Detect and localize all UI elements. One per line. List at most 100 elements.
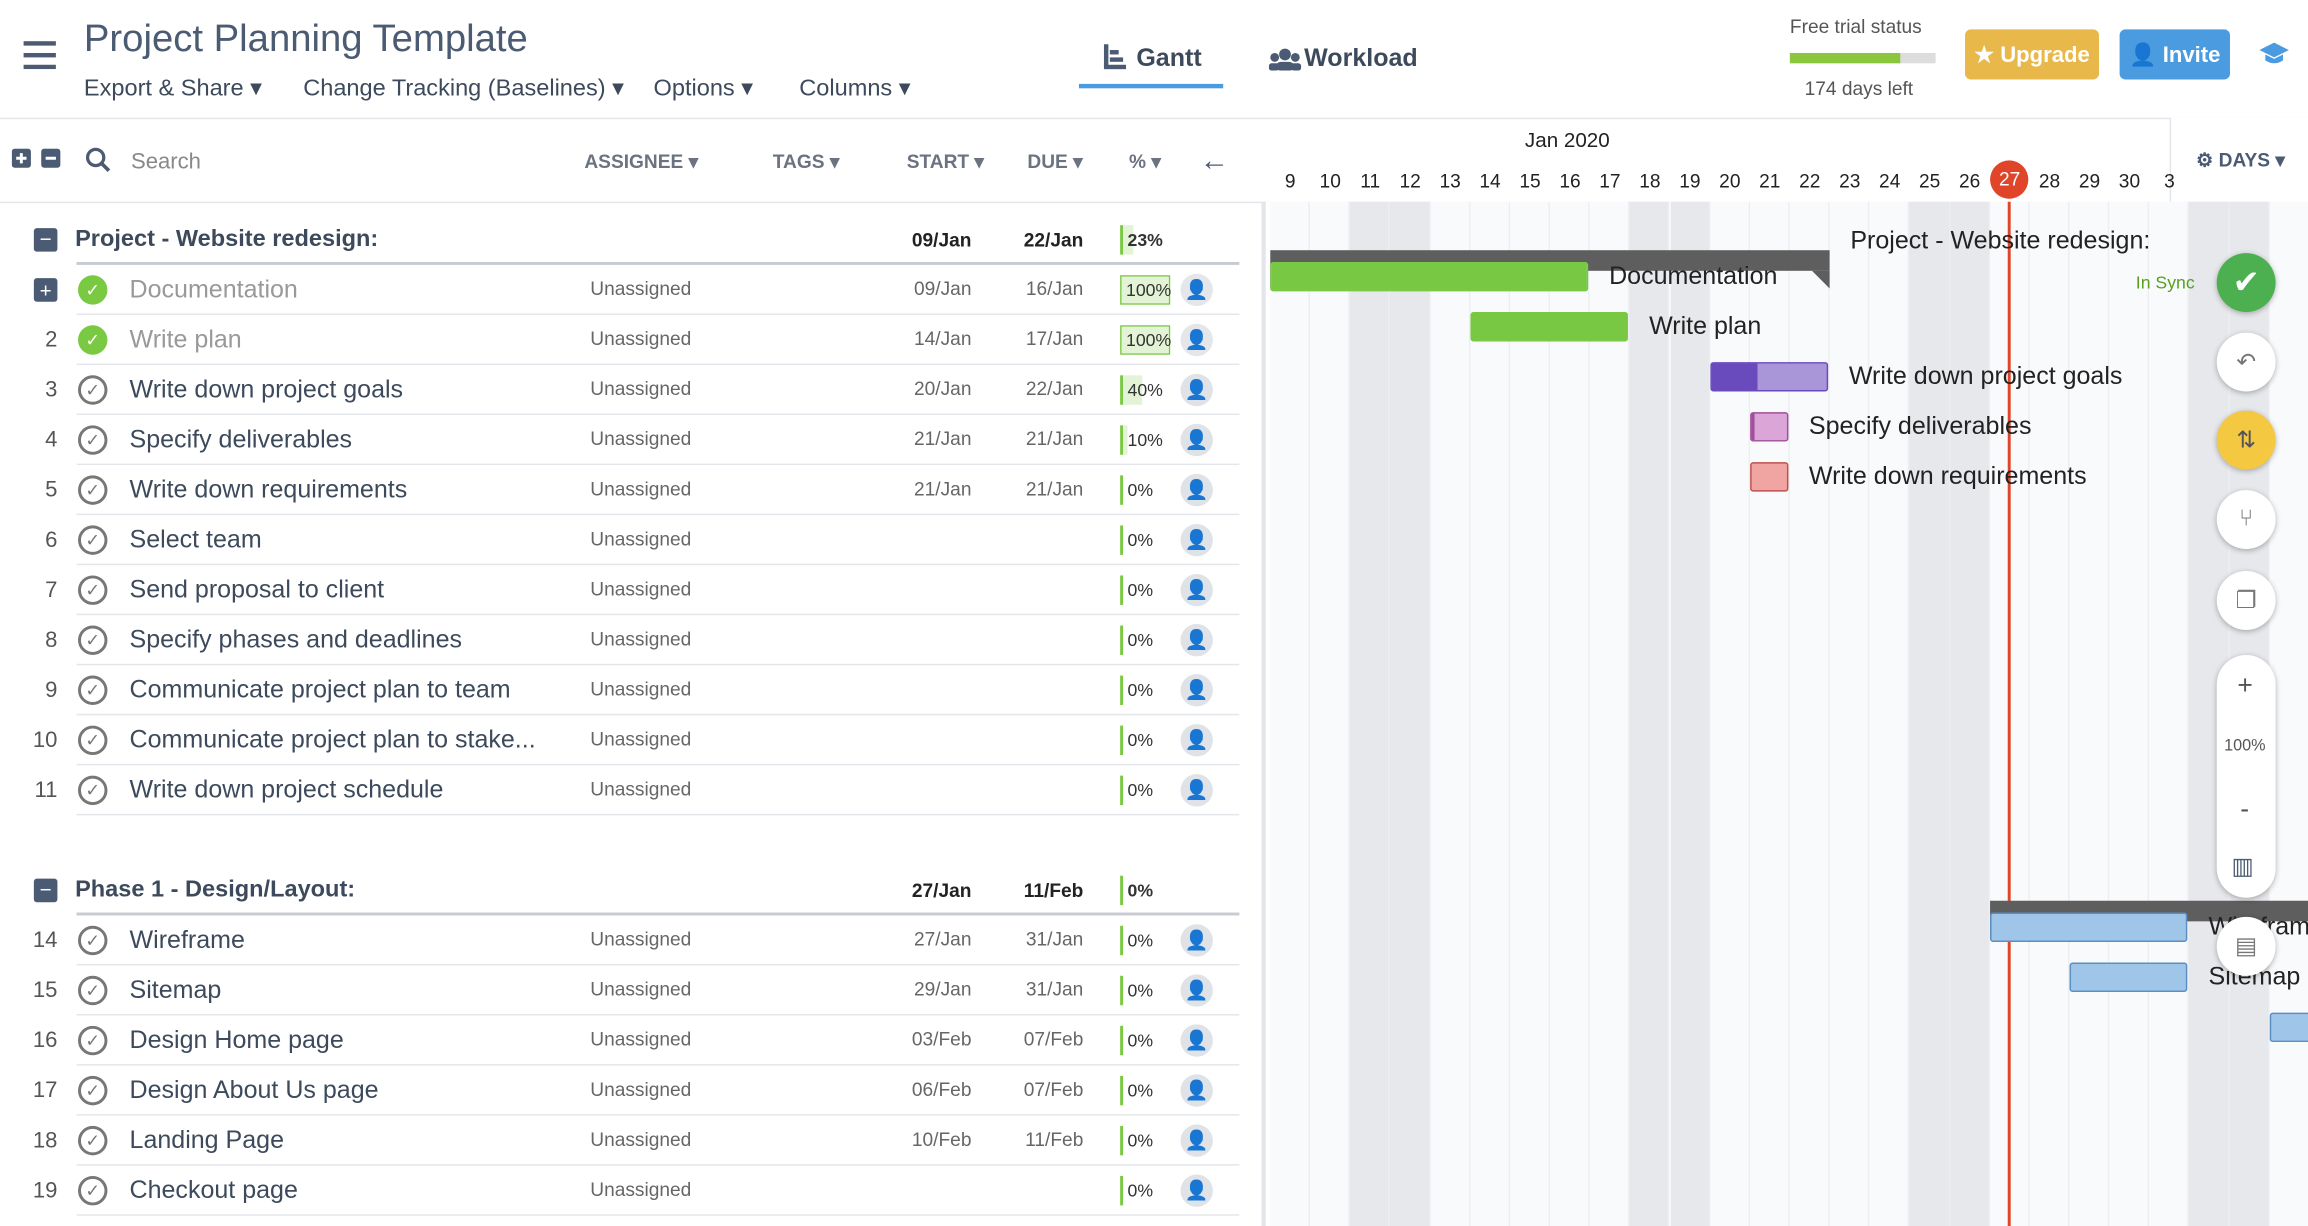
task-name[interactable]: Select team — [129, 525, 262, 554]
status-check[interactable]: ✓ — [78, 525, 108, 555]
task-bar[interactable] — [1270, 261, 1589, 292]
invite-button[interactable]: 👤 Invite — [2119, 29, 2230, 80]
task-name[interactable]: Documentation — [129, 275, 298, 304]
task-name[interactable]: Specify deliverables — [129, 425, 353, 454]
task-name[interactable]: Write plan — [129, 325, 242, 354]
task-name[interactable]: Write down requirements — [129, 475, 408, 504]
assignee: Unassigned — [590, 277, 692, 300]
day-column — [2109, 201, 2150, 1226]
menu-item[interactable]: Export & Share ▾ — [83, 76, 262, 102]
copy-button[interactable]: ❐ — [2216, 571, 2276, 630]
status-check[interactable]: ✓ — [78, 925, 108, 956]
status-check[interactable]: ✓ — [78, 975, 108, 1006]
row-divider — [76, 413, 1240, 416]
task-name[interactable]: Communicate project plan to stake... — [129, 725, 536, 754]
group-start: 27/Jan — [911, 879, 972, 902]
task-bar[interactable] — [1749, 462, 1789, 492]
status-check[interactable]: ✓ — [78, 1125, 108, 1156]
task-name[interactable]: Sitemap — [129, 975, 222, 1004]
status-check[interactable]: ✓ — [78, 1025, 108, 1056]
day-label: 14 — [1479, 169, 1501, 193]
menu-icon[interactable] — [23, 40, 56, 70]
menu-item[interactable]: Columns ▾ — [799, 76, 911, 102]
gantt-tab[interactable]: Gantt — [1136, 44, 1202, 73]
progress-text: 23% — [1127, 229, 1163, 251]
workload-tab[interactable]: Workload — [1304, 44, 1418, 73]
status-check[interactable]: ✓ — [78, 575, 108, 605]
row-divider — [76, 1014, 1240, 1016]
expand-collapse[interactable] — [11, 148, 65, 170]
status-check[interactable]: ✓ — [78, 725, 108, 756]
day-label: 10 — [1319, 169, 1341, 193]
status-check[interactable]: ✓ — [78, 775, 108, 806]
news-button[interactable]: ▤ — [2216, 916, 2276, 976]
zoom-in[interactable]: + — [2237, 670, 2253, 700]
column-header[interactable]: DUE ▾ — [1027, 150, 1083, 173]
collapse-icon[interactable]: − — [33, 878, 58, 903]
task-name[interactable]: Design About Us page — [129, 1075, 379, 1104]
collapse-icon[interactable]: − — [33, 227, 58, 252]
progress-cell: 0% — [1120, 475, 1170, 505]
row-divider — [76, 513, 1240, 516]
task-bar[interactable] — [1470, 312, 1629, 342]
task-bar[interactable] — [2069, 962, 2188, 992]
progress-text: 0% — [1127, 1130, 1154, 1151]
task-bar[interactable] — [1749, 412, 1789, 442]
avatar: 👤 — [1180, 1024, 1213, 1057]
column-header[interactable]: % ▾ — [1128, 150, 1161, 173]
progress-text: 0% — [1127, 730, 1154, 751]
due-date: 31/Jan — [1025, 927, 1084, 951]
status-check[interactable]: ✓ — [78, 425, 108, 455]
status-check[interactable]: ✓ — [78, 375, 108, 405]
expand-icon[interactable]: + — [33, 278, 58, 302]
status-check[interactable]: ✓ — [78, 675, 108, 705]
status-check[interactable]: ✓ — [78, 1175, 108, 1206]
task-name[interactable]: Specify phases and deadlines — [129, 625, 463, 654]
progress-fill — [1121, 326, 1169, 354]
task-name[interactable]: Wireframe — [129, 925, 245, 954]
progress-text: 0% — [1127, 579, 1154, 601]
column-header[interactable]: START ▾ — [906, 150, 985, 173]
status-check[interactable]: ✓ — [78, 475, 108, 505]
done-check[interactable]: ✓ — [78, 275, 108, 305]
bar-label: Write plan — [1649, 312, 1762, 340]
group-due: 22/Jan — [1023, 228, 1084, 251]
map-button[interactable]: ▥ — [2231, 855, 2254, 881]
task-bar[interactable] — [1709, 362, 1829, 392]
undo-button[interactable]: ↶ — [2216, 332, 2276, 392]
status-check[interactable]: ✓ — [78, 1075, 108, 1106]
group-title: Phase 1 - Design/Layout: — [75, 877, 356, 903]
task-name[interactable]: Write down project schedule — [129, 775, 444, 804]
scale-selector[interactable]: ⚙ DAYS ▾ — [2196, 148, 2285, 171]
task-bar[interactable] — [2269, 1012, 2308, 1043]
due-date: 31/Jan — [1025, 978, 1084, 1001]
progress-cell: 40% — [1120, 375, 1170, 405]
sort-button[interactable]: ⇅ — [2216, 410, 2276, 470]
menu-item[interactable]: Change Tracking (Baselines) ▾ — [303, 76, 624, 102]
task-name[interactable]: Design Home page — [129, 1025, 344, 1054]
zoom-out[interactable]: - — [2240, 794, 2250, 824]
task-bar[interactable] — [1989, 912, 2188, 942]
column-header[interactable]: TAGS ▾ — [772, 150, 840, 173]
status-check[interactable]: ✓ — [78, 625, 108, 655]
sync-button[interactable]: ✔ — [2216, 253, 2276, 313]
task-name[interactable]: Landing Page — [129, 1125, 284, 1154]
menu-text: Change Tracking (Baselines) — [303, 76, 606, 102]
done-check[interactable]: ✓ — [78, 325, 108, 355]
academy-icon[interactable] — [2258, 41, 2290, 65]
menu-item[interactable]: Options ▾ — [653, 76, 754, 102]
task-name[interactable]: Communicate project plan to team — [129, 675, 511, 704]
branch-button[interactable]: ⑂ — [2216, 490, 2276, 549]
gantt-icon — [1103, 44, 1127, 70]
task-name[interactable]: Send proposal to client — [129, 575, 385, 604]
column-header[interactable]: ASSIGNEE ▾ — [584, 150, 699, 173]
collapse-arrow[interactable]: ← — [1199, 144, 1230, 178]
upgrade-button[interactable]: ★ Upgrade — [1965, 29, 2099, 80]
day-label: 21 — [1759, 169, 1781, 193]
search-input[interactable]: Search — [131, 149, 201, 175]
assignee: Unassigned — [590, 1178, 692, 1201]
task-name[interactable]: Checkout page — [129, 1175, 298, 1204]
avatar: 👤 — [1180, 473, 1213, 507]
task-name[interactable]: Write down project goals — [129, 375, 404, 404]
due-date: 11/Feb — [1025, 1128, 1084, 1151]
